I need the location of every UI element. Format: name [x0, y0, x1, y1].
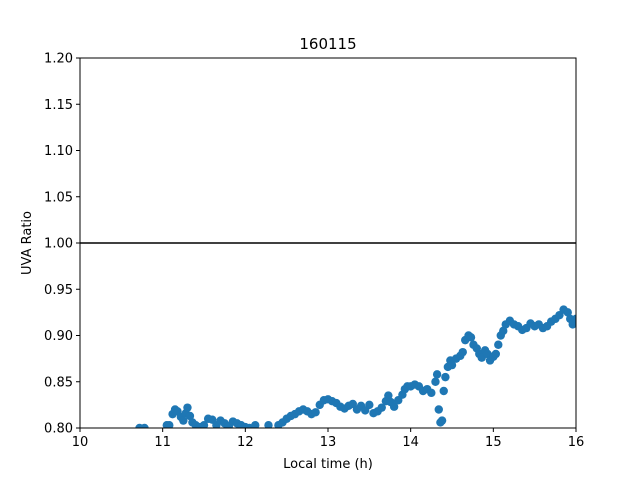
data-point: [251, 421, 260, 428]
data-point: [491, 349, 501, 359]
x-tick-label: 14: [402, 435, 419, 450]
x-tick-label: 16: [568, 435, 585, 450]
x-tick-label: 15: [485, 435, 502, 450]
data-point: [140, 423, 149, 428]
data-point: [499, 326, 508, 336]
y-tick-label: 1.05: [44, 190, 73, 205]
y-tick-label: 1.15: [44, 98, 73, 113]
data-point: [377, 403, 386, 412]
y-tick-label: 0.95: [44, 283, 73, 298]
data-point: [434, 405, 443, 414]
y-tick-label: 1.00: [44, 237, 73, 252]
data-point: [494, 340, 503, 349]
data-point: [365, 400, 374, 410]
data-point: [165, 421, 174, 428]
x-tick-label: 12: [237, 435, 254, 450]
data-point: [183, 403, 192, 412]
y-tick-label: 1.20: [44, 52, 73, 67]
data-point: [389, 402, 399, 411]
plot-area: [80, 242, 576, 428]
data-point: [458, 347, 467, 357]
data-point: [447, 360, 457, 370]
axes: 10 11 12 13 14 15 16 0.80 0.85 0.90 0.95 1.00 1.05 1.…: [44, 52, 584, 451]
data-point: [199, 421, 209, 428]
x-tick-label: 10: [72, 435, 89, 450]
chart-title: 160115: [299, 35, 356, 53]
data-point: [264, 421, 273, 428]
data-point: [427, 388, 436, 398]
data-point: [439, 386, 448, 396]
y-tick-label: 0.90: [44, 329, 73, 344]
data-point: [432, 370, 442, 379]
data-point: [437, 416, 447, 425]
x-axis-title: Local time (h): [283, 457, 373, 472]
data-point: [441, 372, 450, 382]
y-tick-label: 0.85: [44, 375, 73, 390]
data-point: [571, 314, 576, 324]
y-tick-label: 0.80: [44, 422, 73, 437]
data-point: [179, 416, 188, 425]
data-point: [431, 377, 440, 386]
y-tick-label: 1.10: [44, 144, 73, 159]
data-point: [185, 411, 195, 421]
data-point: [563, 308, 572, 317]
x-tick-label: 13: [320, 435, 337, 450]
data-point: [311, 408, 320, 417]
data-point: [466, 333, 476, 342]
x-tick-label: 11: [154, 435, 171, 450]
data-point: [384, 391, 393, 400]
y-axis-title: UVA Ratio: [20, 211, 35, 275]
